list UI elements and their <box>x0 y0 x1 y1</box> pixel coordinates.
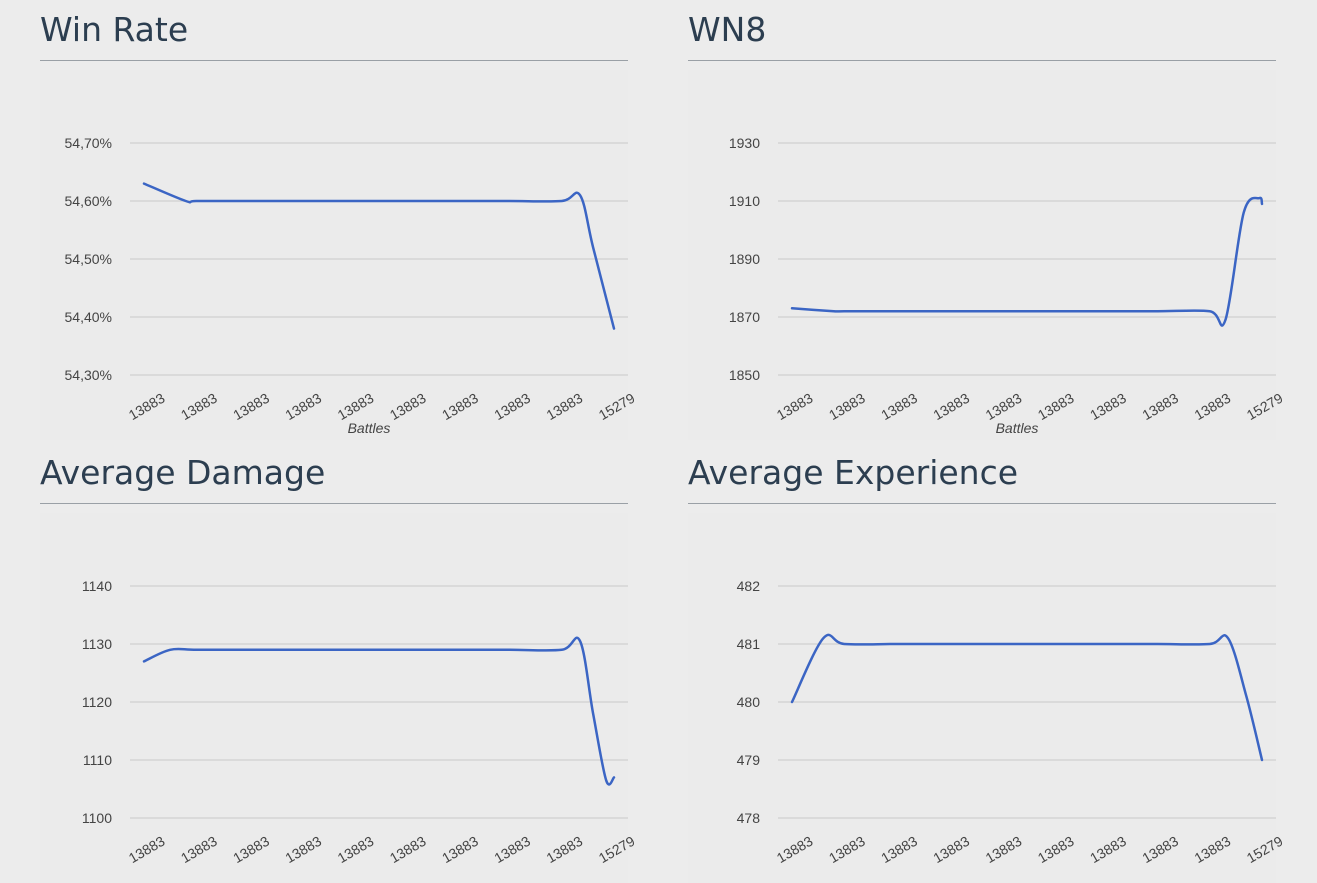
y-tick-label: 1100 <box>82 810 112 826</box>
x-tick-label: 13883 <box>930 390 972 423</box>
x-tick-label: 13883 <box>1087 833 1129 866</box>
x-tick-label: 15279 <box>596 390 638 423</box>
panel-average-experience: Average Experience 482 481 480 479 478 13883 1… <box>688 453 1286 883</box>
y-tick-label: 480 <box>737 694 761 710</box>
x-tick-label: 13883 <box>1035 390 1077 423</box>
x-tick-label: 13883 <box>439 390 481 423</box>
series-line <box>790 196 1264 327</box>
average-experience-chart: 482 481 480 479 478 13883 13883 13883 13883 13883… <box>737 578 1286 866</box>
x-tick-label: 13883 <box>282 833 324 866</box>
panel-win-rate: Win Rate 54,70% 54,60% 54,50% 54,40% 54,30% 1… <box>40 10 638 440</box>
y-tick-label: 54,50% <box>65 251 112 267</box>
win-rate-chart: 54,70% 54,60% 54,50% 54,40% 54,30% 13883 13883… <box>65 135 638 436</box>
y-tick-label: 1850 <box>729 367 760 383</box>
x-tick-label: 13883 <box>491 833 533 866</box>
x-tick-label: 13883 <box>178 833 220 866</box>
y-tick-label: 54,40% <box>65 309 112 325</box>
x-tick-label: 13883 <box>335 833 377 866</box>
series-line <box>790 633 1264 762</box>
chart-title: Win Rate <box>40 10 628 61</box>
panel-average-damage: Average Damage 1140 1130 1120 1110 1100 13883… <box>40 453 638 883</box>
x-tick-label: 13883 <box>282 390 324 423</box>
average-damage-chart: 1140 1130 1120 1110 1100 13883 13883 13883 13883… <box>82 578 638 866</box>
series-line <box>142 636 616 786</box>
series-line <box>142 182 616 330</box>
x-tick-label: 13883 <box>1035 833 1077 866</box>
chart-area: 1930 1910 1890 1870 1850 13883 13883 13883 13883… <box>688 70 1286 440</box>
x-tick-label: 13883 <box>774 390 816 423</box>
x-tick-label: 15279 <box>1244 833 1286 866</box>
x-tick-label: 13883 <box>230 833 272 866</box>
x-tick-label: 13883 <box>439 833 481 866</box>
y-tick-label: 478 <box>737 810 761 826</box>
y-tick-label: 1930 <box>729 135 760 151</box>
x-tick-label: 13883 <box>774 833 816 866</box>
chart-area: 482 481 480 479 478 13883 13883 13883 13883 13883… <box>688 513 1286 883</box>
y-tick-label: 1140 <box>82 578 112 594</box>
y-tick-label: 1130 <box>82 636 112 652</box>
y-tick-label: 54,70% <box>65 135 112 151</box>
x-tick-label: 13883 <box>126 833 168 866</box>
x-tick-label: 13883 <box>826 390 868 423</box>
y-tick-label: 1120 <box>82 694 112 710</box>
chart-title: Average Experience <box>688 453 1276 504</box>
x-tick-label: 13883 <box>983 833 1025 866</box>
chart-title: Average Damage <box>40 453 628 504</box>
x-tick-label: 15279 <box>596 833 638 866</box>
x-axis-label: Battles <box>348 420 391 436</box>
y-tick-label: 479 <box>737 752 761 768</box>
x-tick-label: 15279 <box>1244 390 1286 423</box>
y-tick-label: 54,60% <box>65 193 112 209</box>
x-tick-label: 13883 <box>930 833 972 866</box>
panel-wn8: WN8 1930 1910 1890 1870 1850 13883 13883 13883 1… <box>688 10 1286 440</box>
x-tick-label: 13883 <box>178 390 220 423</box>
x-tick-label: 13883 <box>126 390 168 423</box>
x-tick-label: 13883 <box>544 390 586 423</box>
y-tick-label: 482 <box>737 578 761 594</box>
wn8-chart: 1930 1910 1890 1870 1850 13883 13883 13883 13883… <box>729 135 1286 436</box>
x-tick-label: 13883 <box>1192 833 1234 866</box>
y-tick-label: 481 <box>737 636 761 652</box>
chart-area: 1140 1130 1120 1110 1100 13883 13883 13883 13883… <box>40 513 638 883</box>
x-tick-label: 13883 <box>491 390 533 423</box>
x-tick-label: 13883 <box>1192 390 1234 423</box>
x-tick-label: 13883 <box>878 833 920 866</box>
chart-title: WN8 <box>688 10 1276 61</box>
y-tick-label: 1910 <box>729 193 760 209</box>
x-tick-label: 13883 <box>387 833 429 866</box>
y-tick-label: 1890 <box>729 251 760 267</box>
x-tick-label: 13883 <box>387 390 429 423</box>
x-tick-label: 13883 <box>1139 390 1181 423</box>
x-tick-label: 13883 <box>878 390 920 423</box>
chart-area: 54,70% 54,60% 54,50% 54,40% 54,30% 13883 13883… <box>40 70 638 440</box>
y-tick-label: 54,30% <box>65 367 112 383</box>
y-tick-label: 1110 <box>83 752 112 768</box>
x-tick-label: 13883 <box>544 833 586 866</box>
x-tick-label: 13883 <box>1087 390 1129 423</box>
x-tick-label: 13883 <box>983 390 1025 423</box>
x-axis-label: Battles <box>996 420 1039 436</box>
x-tick-label: 13883 <box>1139 833 1181 866</box>
x-tick-label: 13883 <box>826 833 868 866</box>
x-tick-label: 13883 <box>230 390 272 423</box>
x-tick-label: 13883 <box>335 390 377 423</box>
y-tick-label: 1870 <box>729 309 760 325</box>
